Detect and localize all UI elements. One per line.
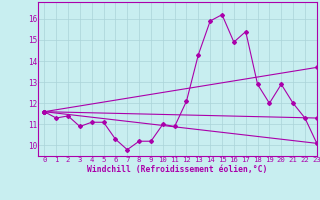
- X-axis label: Windchill (Refroidissement éolien,°C): Windchill (Refroidissement éolien,°C): [87, 165, 268, 174]
